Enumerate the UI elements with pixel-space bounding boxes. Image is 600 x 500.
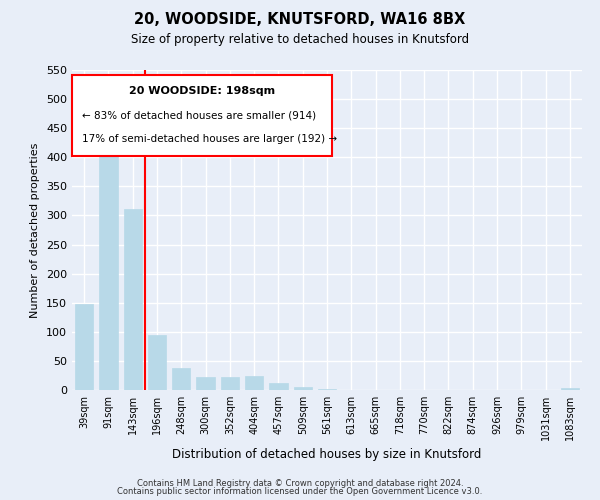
Bar (196, 377, 215, 390)
Text: ← 83% of detached houses are smaller (914): ← 83% of detached houses are smaller (91… (82, 110, 316, 120)
Bar (561, 388, 579, 390)
X-axis label: Distribution of detached houses by size in Knutsford: Distribution of detached houses by size … (172, 448, 482, 462)
Text: Contains public sector information licensed under the Open Government Licence v3: Contains public sector information licen… (118, 487, 482, 496)
Bar (124, 209, 142, 390)
Bar (75, 304, 93, 390)
Y-axis label: Number of detached properties: Number of detached properties (31, 142, 40, 318)
Text: 17% of semi-detached houses are larger (192) →: 17% of semi-detached houses are larger (… (82, 134, 337, 144)
Text: Contains HM Land Registry data © Crown copyright and database right 2024.: Contains HM Land Registry data © Crown c… (137, 478, 463, 488)
Text: 20 WOODSIDE: 198sqm: 20 WOODSIDE: 198sqm (129, 86, 275, 96)
Bar (245, 376, 263, 390)
Text: Size of property relative to detached houses in Knutsford: Size of property relative to detached ho… (131, 32, 469, 46)
FancyBboxPatch shape (72, 75, 332, 156)
Bar (293, 387, 312, 390)
Text: 20, WOODSIDE, KNUTSFORD, WA16 8BX: 20, WOODSIDE, KNUTSFORD, WA16 8BX (134, 12, 466, 28)
Bar (100, 124, 118, 390)
Bar (269, 383, 287, 390)
Bar (172, 368, 190, 390)
Bar (148, 334, 166, 390)
Bar (318, 389, 336, 390)
Bar (221, 377, 239, 390)
